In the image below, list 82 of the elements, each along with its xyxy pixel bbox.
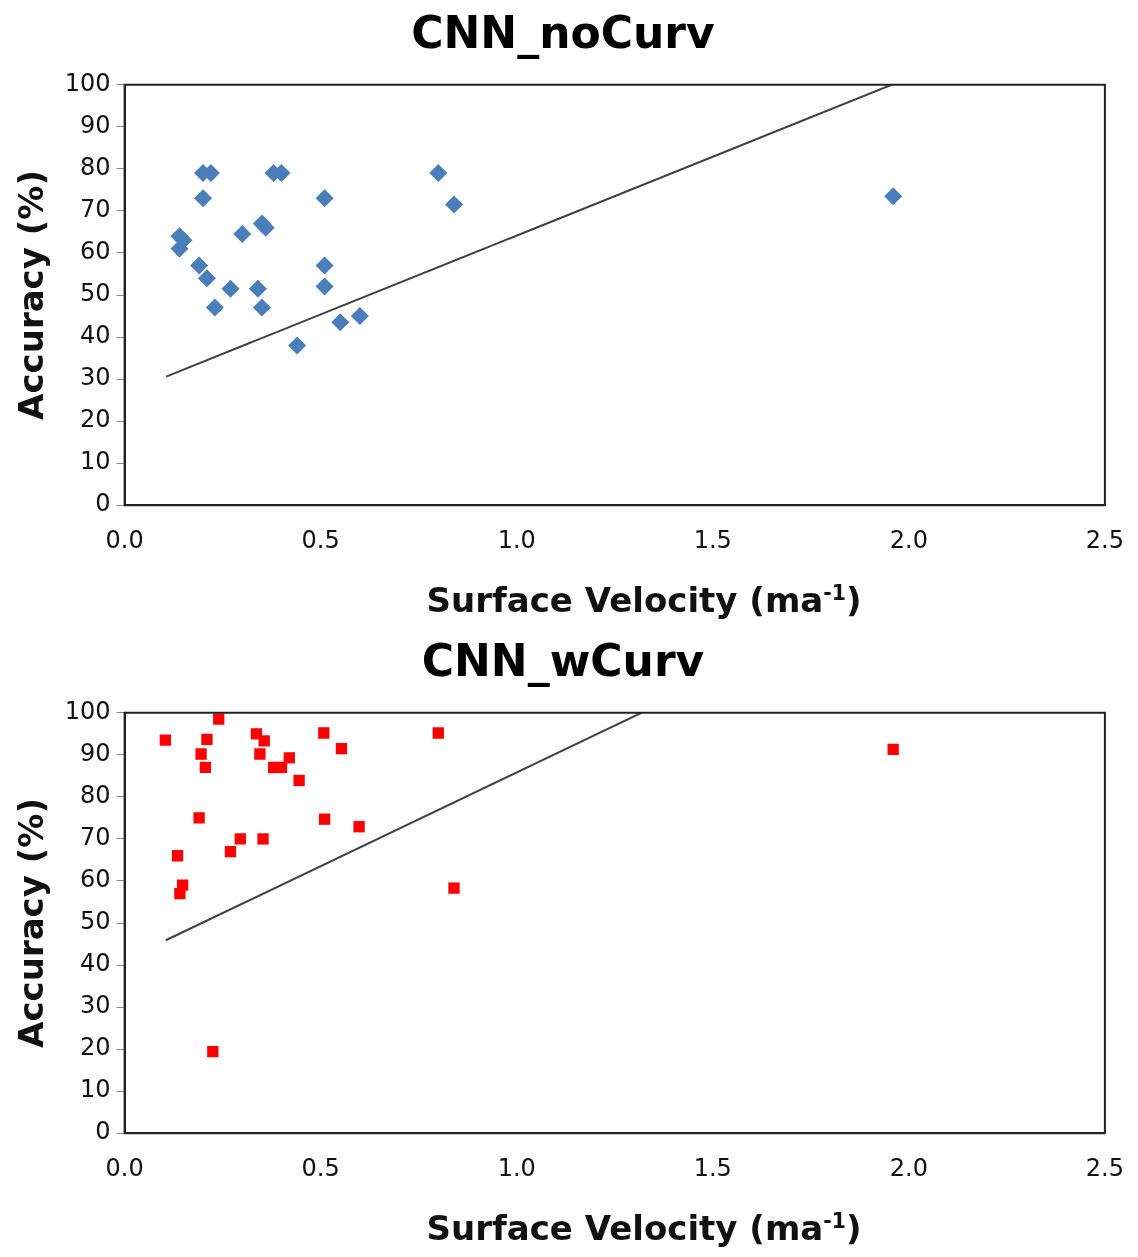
y-tick-label: 80	[80, 153, 111, 182]
x-tick-label: 1.5	[693, 525, 732, 554]
y-tick-label: 90	[80, 111, 111, 140]
point	[448, 882, 460, 894]
point	[350, 307, 369, 326]
y-tick-label: 30	[80, 991, 111, 1020]
point	[193, 812, 205, 824]
point	[444, 195, 463, 214]
point	[887, 743, 899, 756]
point	[252, 298, 271, 317]
x-axis-title: Surface Velocity (ma$^{-1}$)	[425, 580, 863, 620]
y-tick-label: 60	[80, 865, 111, 894]
point	[331, 313, 350, 332]
point	[315, 256, 334, 275]
point	[288, 336, 307, 355]
point	[207, 1045, 219, 1058]
point	[258, 735, 270, 747]
point	[256, 218, 275, 237]
y-tick-label: 40	[80, 321, 111, 350]
point	[283, 752, 295, 764]
y-tick-label: 20	[80, 405, 111, 434]
x-tick-label: 1.5	[693, 1153, 732, 1182]
point	[224, 845, 237, 858]
point	[884, 187, 903, 206]
chart-title: CNN_wCurv	[421, 634, 705, 687]
point	[201, 733, 213, 745]
y-axis-title: Accuracy (%)	[11, 798, 52, 1048]
y-axis-title: Accuracy (%)	[11, 170, 52, 420]
point	[221, 279, 240, 298]
point	[275, 761, 288, 774]
point	[353, 821, 365, 833]
y-tick-label: 20	[80, 1033, 111, 1062]
y-tick-label: 70	[80, 195, 111, 224]
point	[234, 833, 246, 845]
y-tick-label: 100	[64, 697, 111, 726]
point	[159, 734, 172, 746]
point	[293, 774, 305, 787]
point	[195, 748, 207, 760]
point	[213, 713, 225, 725]
chart-title: CNN_noCurv	[411, 6, 716, 59]
y-tick-label: 90	[80, 739, 111, 768]
y-tick-label: 30	[80, 363, 111, 392]
point	[248, 279, 267, 298]
point	[429, 164, 448, 183]
point	[254, 748, 266, 760]
x-tick-label: 0.0	[105, 525, 144, 554]
y-tick-label: 50	[80, 907, 111, 936]
point	[197, 269, 216, 288]
point	[174, 887, 186, 900]
x-tick-label: 1.0	[497, 1153, 536, 1182]
point	[318, 727, 330, 739]
x-tick-label: 2.0	[889, 1153, 928, 1182]
point	[233, 225, 252, 244]
y-tick-label: 10	[80, 1075, 111, 1104]
y-tick-label: 80	[80, 781, 111, 810]
point	[205, 298, 224, 317]
point	[199, 761, 212, 774]
x-tick-label: 0.5	[301, 525, 340, 554]
x-tick-label: 0.5	[301, 1153, 340, 1182]
point	[257, 833, 269, 845]
y-tick-label: 0	[95, 489, 111, 518]
point	[315, 189, 334, 208]
x-axis-title: Surface Velocity (ma$^{-1}$)	[425, 1208, 863, 1248]
point	[318, 813, 331, 825]
y-tick-label: 10	[80, 447, 111, 476]
x-tick-label: 2.5	[1085, 1153, 1124, 1182]
x-tick-label: 0.0	[105, 1153, 144, 1182]
y-tick-label: 50	[80, 279, 111, 308]
x-tick-label: 2.0	[889, 525, 928, 554]
point	[190, 256, 209, 275]
y-tick-label: 0	[95, 1117, 111, 1146]
y-tick-label: 60	[80, 237, 111, 266]
point	[335, 742, 348, 755]
x-tick-label: 2.5	[1085, 525, 1124, 554]
y-tick-label: 70	[80, 823, 111, 852]
point	[432, 727, 444, 739]
x-tick-label: 1.0	[497, 525, 536, 554]
point	[171, 850, 184, 862]
y-tick-label: 100	[64, 69, 111, 98]
point	[194, 189, 213, 208]
y-tick-label: 40	[80, 949, 111, 978]
point	[315, 277, 334, 296]
